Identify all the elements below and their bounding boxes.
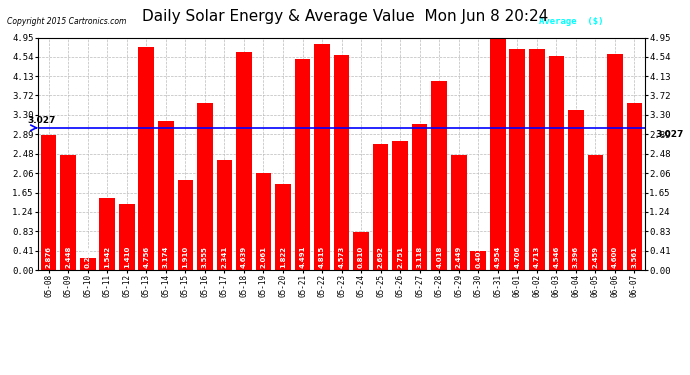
Text: 2.449: 2.449 bbox=[455, 246, 462, 268]
Text: Daily  ($): Daily ($) bbox=[625, 17, 679, 26]
Text: 1.910: 1.910 bbox=[182, 246, 188, 268]
Bar bbox=[158, 121, 174, 270]
Text: 4.018: 4.018 bbox=[436, 246, 442, 268]
Text: 4.546: 4.546 bbox=[553, 246, 560, 268]
Text: 4.815: 4.815 bbox=[319, 246, 325, 268]
Text: 2.459: 2.459 bbox=[592, 246, 598, 268]
Text: 2.448: 2.448 bbox=[66, 246, 71, 268]
Text: 0.401: 0.401 bbox=[475, 246, 481, 268]
Text: 0.810: 0.810 bbox=[358, 246, 364, 268]
Bar bbox=[217, 160, 233, 270]
Text: 4.491: 4.491 bbox=[299, 246, 306, 268]
Text: 0.252: 0.252 bbox=[85, 246, 91, 268]
Text: 3.561: 3.561 bbox=[631, 246, 638, 268]
Bar bbox=[588, 154, 603, 270]
Bar bbox=[61, 155, 76, 270]
Text: 2.751: 2.751 bbox=[397, 246, 403, 268]
Bar bbox=[627, 103, 642, 270]
Text: 4.600: 4.600 bbox=[612, 246, 618, 268]
Bar bbox=[275, 184, 290, 270]
Bar bbox=[197, 103, 213, 270]
Text: 3.174: 3.174 bbox=[163, 246, 169, 268]
Bar bbox=[509, 49, 525, 270]
Text: 4.639: 4.639 bbox=[241, 246, 247, 268]
Text: 4.713: 4.713 bbox=[534, 246, 540, 268]
Bar bbox=[334, 55, 349, 270]
Bar bbox=[412, 123, 428, 270]
Bar bbox=[431, 81, 447, 270]
Bar bbox=[99, 198, 115, 270]
Bar bbox=[119, 204, 135, 270]
Text: Average  ($): Average ($) bbox=[539, 17, 603, 26]
Text: 2.876: 2.876 bbox=[46, 246, 52, 268]
Bar bbox=[255, 173, 271, 270]
Bar bbox=[80, 258, 95, 270]
Text: 2.692: 2.692 bbox=[377, 246, 384, 268]
Bar bbox=[373, 144, 388, 270]
Text: 1.822: 1.822 bbox=[280, 246, 286, 268]
Bar bbox=[471, 251, 486, 270]
Bar bbox=[314, 44, 330, 270]
Bar bbox=[607, 54, 622, 270]
Text: 1.410: 1.410 bbox=[124, 246, 130, 268]
Bar bbox=[529, 49, 544, 270]
Text: 2.341: 2.341 bbox=[221, 246, 228, 268]
Bar bbox=[41, 135, 57, 270]
Bar bbox=[393, 141, 408, 270]
Bar bbox=[549, 57, 564, 270]
Text: Daily Solar Energy & Average Value  Mon Jun 8 20:24: Daily Solar Energy & Average Value Mon J… bbox=[142, 9, 548, 24]
Text: 1.542: 1.542 bbox=[104, 246, 110, 268]
Text: 4.756: 4.756 bbox=[144, 246, 149, 268]
Text: 3.118: 3.118 bbox=[417, 246, 423, 268]
Bar bbox=[451, 155, 466, 270]
Bar bbox=[568, 111, 584, 270]
Text: 2.061: 2.061 bbox=[260, 246, 266, 268]
Bar bbox=[490, 37, 506, 270]
Text: Copyright 2015 Cartronics.com: Copyright 2015 Cartronics.com bbox=[7, 17, 126, 26]
Bar bbox=[295, 59, 310, 270]
Bar bbox=[139, 46, 154, 270]
Text: 4.954: 4.954 bbox=[495, 246, 501, 268]
Bar bbox=[177, 180, 193, 270]
Text: 3.396: 3.396 bbox=[573, 246, 579, 268]
Text: 4.706: 4.706 bbox=[514, 246, 520, 268]
Bar bbox=[353, 232, 369, 270]
Text: 3.027: 3.027 bbox=[27, 116, 56, 125]
Text: 3.555: 3.555 bbox=[202, 246, 208, 268]
Bar bbox=[236, 52, 252, 270]
Text: 4.573: 4.573 bbox=[339, 246, 344, 268]
Text: 3.027: 3.027 bbox=[655, 130, 683, 139]
